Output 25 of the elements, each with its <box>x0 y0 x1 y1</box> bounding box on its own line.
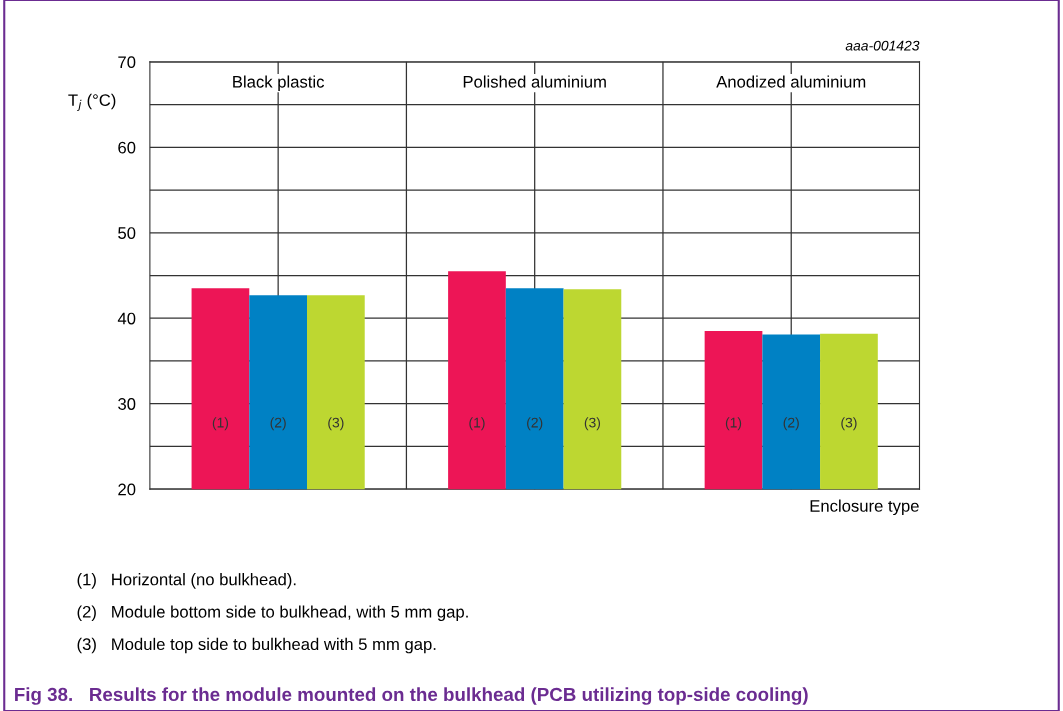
series-label: (1) <box>469 417 485 431</box>
text: Fig 38. Results for the module mounted on the bulkhead (PCB utilizing top-side cooling) <box>15 687 808 705</box>
text: aaa-001423 <box>845 40 920 51</box>
text: (2) Module bottom side to bulkhead, with 5 mm gap. <box>77 605 468 622</box>
x-tick-label: Anodized aluminium <box>716 75 866 88</box>
x-tick-label: Polished aluminium <box>463 75 606 88</box>
text: (1) <box>212 417 229 431</box>
text: (3) Module top side to bulkhead with 5 mm gap. <box>77 637 436 654</box>
text: (2) <box>783 417 799 431</box>
y-tick-label: 50 <box>118 227 136 239</box>
text: (3) <box>584 417 601 431</box>
y-tick-label: 30 <box>118 398 136 410</box>
y-tick-label: 60 <box>118 141 136 154</box>
series-label: (2) <box>527 417 543 431</box>
series-label: (3) <box>328 417 344 431</box>
x-tick-label: Black plastic <box>233 75 325 91</box>
text: (2) <box>270 417 286 431</box>
text: (1) Horizontal (no bulkhead). <box>77 573 296 589</box>
y-tick-label: 70 <box>118 56 136 69</box>
text: (3) <box>841 417 857 431</box>
x-axis-title: Enclosure type <box>810 499 919 516</box>
text: (1) <box>725 417 742 431</box>
y-tick-label: 20 <box>118 483 136 496</box>
y-tick-label: 40 <box>117 312 136 325</box>
y-axis-title: T$_{j}$ (°C) <box>68 93 116 112</box>
